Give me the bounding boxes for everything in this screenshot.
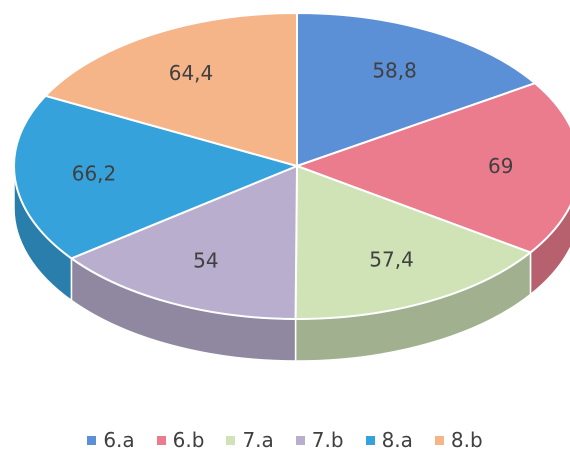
legend-swatch (295, 435, 305, 445)
data-label-7.a: 57,4 (369, 247, 414, 271)
legend-item-7.b: 7.b (295, 428, 344, 452)
legend-label: 6.a (103, 428, 135, 452)
data-label-8.b: 64,4 (169, 61, 214, 85)
legend-label: 7.b (311, 428, 344, 452)
legend-swatch (365, 435, 375, 445)
legend-label: 7.a (242, 428, 274, 452)
legend-item-8.a: 8.a (365, 428, 413, 452)
pie-slice-8.a (13, 94, 301, 260)
legend-label: 8.b (450, 428, 483, 452)
legend-swatch (434, 435, 444, 445)
pie-slice-7.a (294, 164, 533, 320)
data-label-8.a: 66,2 (72, 162, 117, 186)
pie-data-labels: 58,8 69 57,4 54 66,2 64,4 (72, 58, 514, 272)
legend-label: 6.b (172, 428, 205, 452)
legend-swatch (226, 435, 236, 445)
data-label-6.a: 58,8 (372, 58, 417, 82)
pie-slice-6.b (294, 82, 570, 254)
pie-slice-7.b (69, 164, 299, 321)
legend-swatch (87, 435, 97, 445)
legend-item-6.b: 6.b (156, 428, 205, 452)
legend-item-6.a: 6.a (87, 428, 135, 452)
pie-slice-8.b (43, 11, 298, 168)
legend-swatch (156, 435, 166, 445)
chart-legend: 6.a 6.b 7.a 7.b 8.a 8.b (0, 424, 570, 456)
legend-item-8.b: 8.b (434, 428, 483, 452)
pie-top (13, 11, 570, 321)
pie-chart: 58,8 69 57,4 54 66,2 64,4 (13, 11, 570, 362)
legend-item-7.a: 7.a (226, 428, 274, 452)
pie-slice-6.a (296, 11, 537, 168)
data-label-7.b: 54 (193, 248, 218, 272)
data-label-6.b: 69 (488, 154, 513, 178)
legend-label: 8.a (381, 428, 413, 452)
